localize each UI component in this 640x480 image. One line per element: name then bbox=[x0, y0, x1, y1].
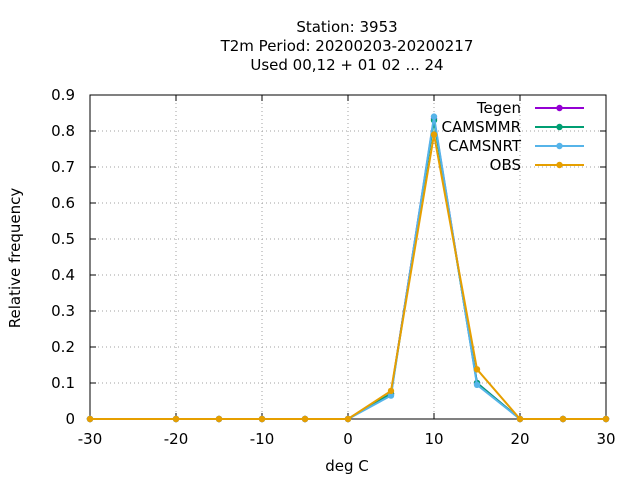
y-tick-label: 0 bbox=[65, 410, 75, 428]
x-tick-label: -10 bbox=[250, 430, 275, 448]
x-tick-label: 0 bbox=[343, 430, 353, 448]
data-point-obs bbox=[86, 415, 94, 423]
legend-marker-camsmmr bbox=[556, 123, 563, 131]
series-camsmmr bbox=[86, 117, 610, 423]
y-tick-label: 0.3 bbox=[51, 302, 75, 320]
legend-label-tegen: Tegen bbox=[476, 99, 521, 117]
series-line-obs bbox=[90, 134, 606, 420]
data-point-camsnrt bbox=[387, 392, 395, 399]
y-tick-label: 0.6 bbox=[51, 194, 75, 212]
y-tick-label: 0.1 bbox=[51, 374, 75, 392]
data-point-obs bbox=[602, 415, 610, 423]
grid-lines bbox=[90, 95, 606, 419]
y-tick-label: 0.5 bbox=[51, 230, 75, 248]
chart-title: Station: 3953 T2m Period: 20200203-20200… bbox=[220, 18, 474, 74]
y-tick-label: 0.9 bbox=[51, 86, 75, 104]
y-tick-label: 0.7 bbox=[51, 158, 75, 176]
legend-label-camsnrt: CAMSNRT bbox=[448, 137, 522, 155]
data-point-obs bbox=[301, 415, 309, 423]
x-tick-label: 20 bbox=[510, 430, 529, 448]
legend-label-obs: OBS bbox=[490, 156, 521, 174]
y-tick-label: 0.8 bbox=[51, 122, 75, 140]
legend-marker-tegen bbox=[556, 104, 563, 112]
y-tick-labels: 0 0.1 0.2 0.3 0.4 0.5 0.6 0.7 0.8 0.9 bbox=[51, 86, 75, 428]
x-tick-label: -30 bbox=[78, 430, 103, 448]
data-point-obs bbox=[473, 366, 481, 373]
data-point-obs bbox=[387, 387, 395, 395]
legend-marker-camsnrt bbox=[556, 142, 563, 150]
y-axis-label: Relative frequency bbox=[6, 188, 24, 329]
series-tegen bbox=[86, 115, 610, 423]
x-axis-label: deg C bbox=[325, 457, 369, 475]
data-point-obs bbox=[344, 415, 352, 423]
title-line-2: T2m Period: 20200203-20200217 bbox=[220, 37, 474, 55]
title-line-1: Station: 3953 bbox=[296, 18, 397, 36]
legend-label-camsmmr: CAMSMMR bbox=[441, 118, 521, 136]
x-tick-label: 10 bbox=[424, 430, 443, 448]
series-obs bbox=[86, 131, 610, 423]
data-point-camsnrt bbox=[473, 381, 481, 388]
data-point-obs bbox=[516, 415, 524, 423]
data-point-obs bbox=[258, 415, 266, 423]
data-point-obs bbox=[215, 415, 223, 423]
y-tick-label: 0.4 bbox=[51, 266, 75, 284]
series-line-camsmmr bbox=[90, 120, 606, 420]
data-point-camsnrt bbox=[430, 113, 438, 120]
title-line-3: Used 00,12 + 01 02 ... 24 bbox=[250, 56, 443, 74]
legend-marker-obs bbox=[556, 161, 563, 169]
x-tick-label: 30 bbox=[596, 430, 615, 448]
series-lines bbox=[86, 113, 610, 423]
x-tick-labels: -30 -20 -10 0 10 20 30 bbox=[78, 430, 616, 448]
data-point-obs bbox=[430, 131, 438, 138]
data-point-obs bbox=[559, 415, 567, 423]
data-point-obs bbox=[172, 415, 180, 423]
y-tick-label: 0.2 bbox=[51, 338, 75, 356]
x-tick-label: -20 bbox=[164, 430, 189, 448]
